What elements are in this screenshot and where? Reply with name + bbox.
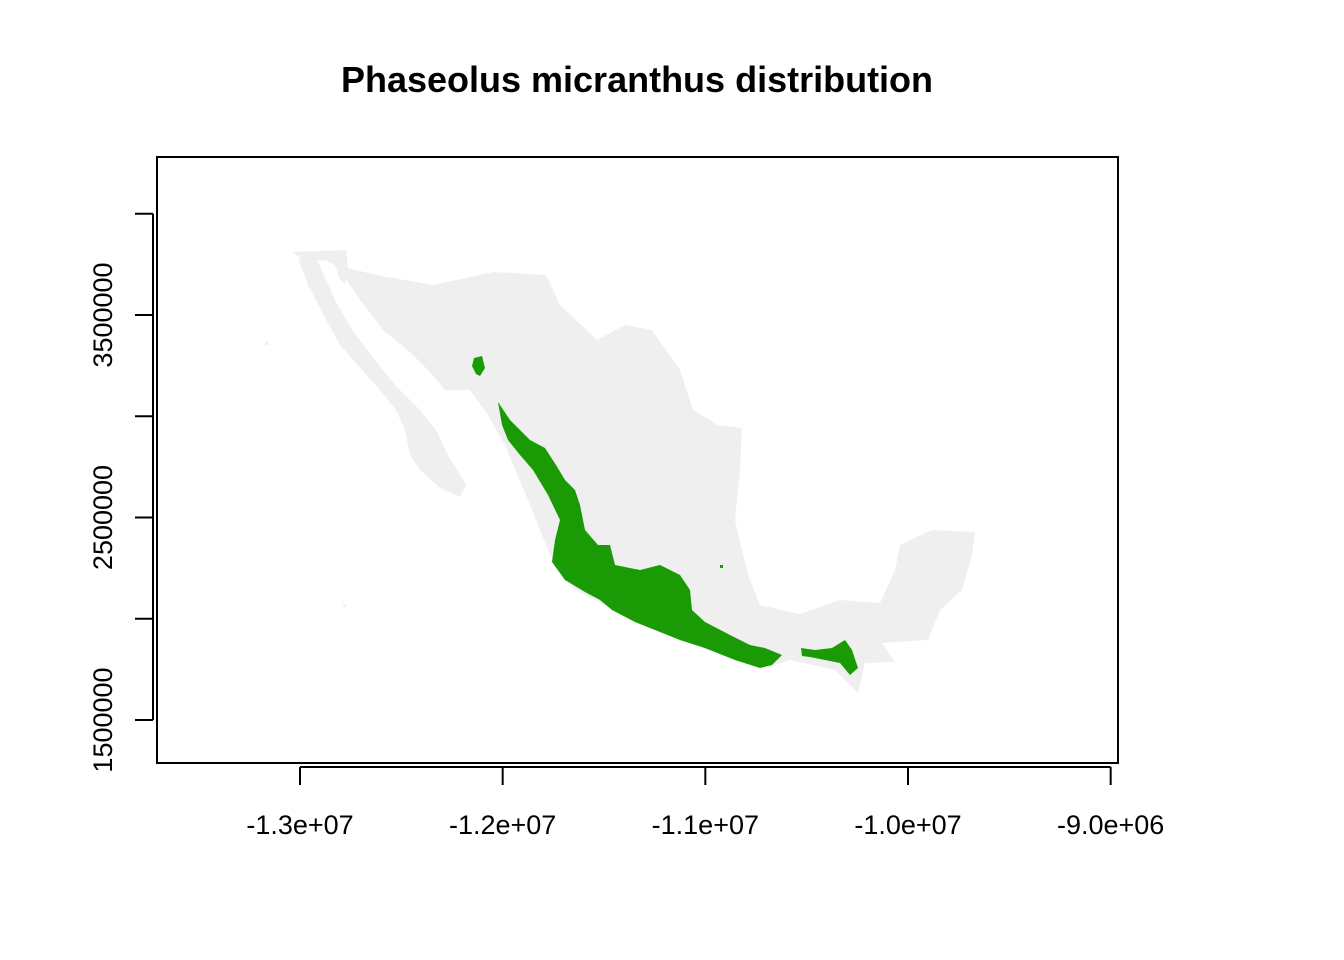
distribution-dot [720, 565, 723, 568]
plot-frame [156, 156, 1119, 764]
x-tick-label: -1.1e+07 [652, 810, 759, 840]
x-tick-label: -1.2e+07 [449, 810, 556, 840]
mexico-mainland [293, 250, 975, 693]
x-tick-label: -1.3e+07 [246, 810, 353, 840]
distribution-patch-main [498, 402, 782, 668]
x-tick-label: -1.0e+07 [854, 810, 961, 840]
island [343, 605, 346, 607]
baja-california [298, 258, 466, 497]
chart-title: Phaseolus micranthus distribution [341, 59, 933, 100]
species-distribution [472, 356, 858, 675]
y-axis: 1500000 2500000 3500000 [88, 212, 154, 773]
gulf-of-california [345, 278, 470, 434]
x-tick-label: -9.0e+06 [1057, 810, 1164, 840]
island [265, 342, 268, 345]
y-tick-label: 3500000 [88, 262, 118, 367]
distribution-patch-north [472, 356, 485, 376]
x-axis: -1.3e+07 -1.2e+07 -1.1e+07 -1.0e+07 -9.0e+06 [246, 766, 1164, 840]
map-area [265, 250, 975, 693]
distribution-patch-oaxaca [801, 640, 858, 675]
y-tick-label: 2500000 [88, 465, 118, 570]
y-tick-label: 1500000 [88, 667, 118, 772]
